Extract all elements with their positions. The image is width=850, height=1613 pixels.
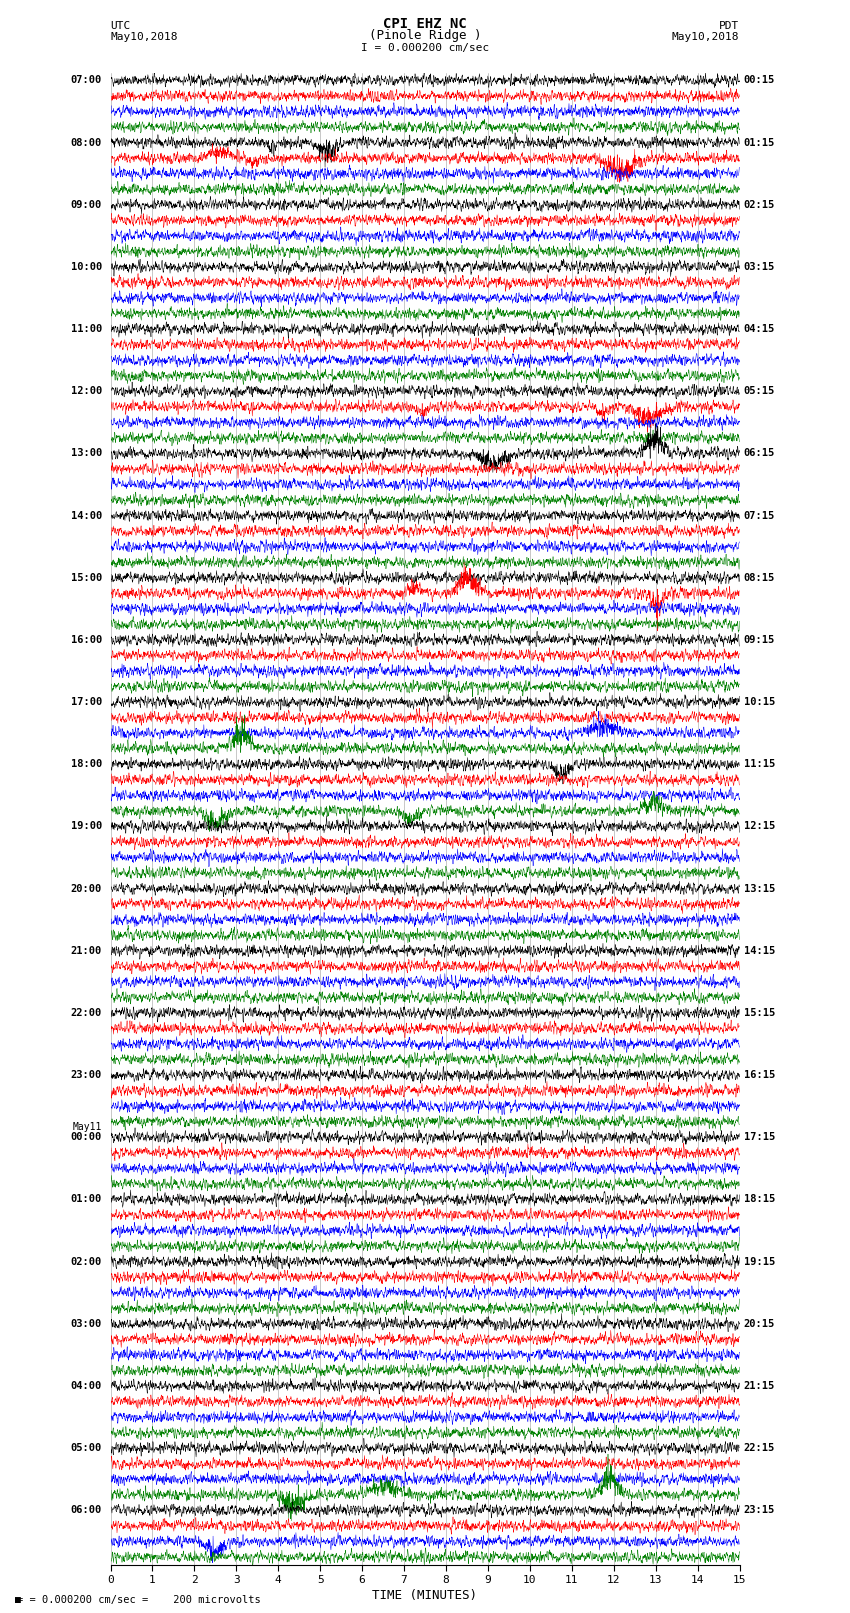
Text: 09:15: 09:15 — [744, 636, 775, 645]
Text: CPI EHZ NC: CPI EHZ NC — [383, 16, 467, 31]
Text: 02:15: 02:15 — [744, 200, 775, 210]
Text: 22:15: 22:15 — [744, 1444, 775, 1453]
Text: 01:00: 01:00 — [71, 1194, 102, 1205]
Text: 19:15: 19:15 — [744, 1257, 775, 1266]
Text: 16:15: 16:15 — [744, 1069, 775, 1081]
Text: 15:00: 15:00 — [71, 573, 102, 582]
Text: 12:15: 12:15 — [744, 821, 775, 831]
Text: 01:15: 01:15 — [744, 137, 775, 147]
Text: ■: ■ — [15, 1595, 21, 1605]
Text: 23:15: 23:15 — [744, 1505, 775, 1515]
Text: I = 0.000200 cm/sec: I = 0.000200 cm/sec — [361, 44, 489, 53]
Text: May11: May11 — [72, 1123, 102, 1132]
Text: 22:00: 22:00 — [71, 1008, 102, 1018]
Text: 12:00: 12:00 — [71, 386, 102, 397]
Text: 03:15: 03:15 — [744, 261, 775, 273]
Text: 09:00: 09:00 — [71, 200, 102, 210]
Text: 15:15: 15:15 — [744, 1008, 775, 1018]
Text: 20:00: 20:00 — [71, 884, 102, 894]
Text: 07:15: 07:15 — [744, 511, 775, 521]
Text: 18:00: 18:00 — [71, 760, 102, 769]
Text: 10:15: 10:15 — [744, 697, 775, 706]
Text: 07:00: 07:00 — [71, 76, 102, 85]
Text: 14:15: 14:15 — [744, 945, 775, 957]
Text: 16:00: 16:00 — [71, 636, 102, 645]
Text: 21:00: 21:00 — [71, 945, 102, 957]
Text: 23:00: 23:00 — [71, 1069, 102, 1081]
Text: = = 0.000200 cm/sec =    200 microvolts: = = 0.000200 cm/sec = 200 microvolts — [17, 1595, 261, 1605]
Text: (Pinole Ridge ): (Pinole Ridge ) — [369, 29, 481, 42]
Text: UTC: UTC — [110, 21, 131, 31]
Text: 18:15: 18:15 — [744, 1194, 775, 1205]
Text: 05:15: 05:15 — [744, 386, 775, 397]
Text: 03:00: 03:00 — [71, 1319, 102, 1329]
Text: 11:00: 11:00 — [71, 324, 102, 334]
Text: PDT: PDT — [719, 21, 740, 31]
Text: 08:15: 08:15 — [744, 573, 775, 582]
Text: 20:15: 20:15 — [744, 1319, 775, 1329]
Text: 06:15: 06:15 — [744, 448, 775, 458]
Text: 13:15: 13:15 — [744, 884, 775, 894]
X-axis label: TIME (MINUTES): TIME (MINUTES) — [372, 1589, 478, 1602]
Text: 00:15: 00:15 — [744, 76, 775, 85]
Text: 02:00: 02:00 — [71, 1257, 102, 1266]
Text: May10,2018: May10,2018 — [110, 32, 178, 42]
Text: 04:15: 04:15 — [744, 324, 775, 334]
Text: 17:00: 17:00 — [71, 697, 102, 706]
Text: 13:00: 13:00 — [71, 448, 102, 458]
Text: 17:15: 17:15 — [744, 1132, 775, 1142]
Text: 06:00: 06:00 — [71, 1505, 102, 1515]
Text: 19:00: 19:00 — [71, 821, 102, 831]
Text: 00:00: 00:00 — [71, 1132, 102, 1142]
Text: 10:00: 10:00 — [71, 261, 102, 273]
Text: 11:15: 11:15 — [744, 760, 775, 769]
Text: 14:00: 14:00 — [71, 511, 102, 521]
Text: 21:15: 21:15 — [744, 1381, 775, 1390]
Text: 08:00: 08:00 — [71, 137, 102, 147]
Text: 04:00: 04:00 — [71, 1381, 102, 1390]
Text: May10,2018: May10,2018 — [672, 32, 740, 42]
Text: 05:00: 05:00 — [71, 1444, 102, 1453]
